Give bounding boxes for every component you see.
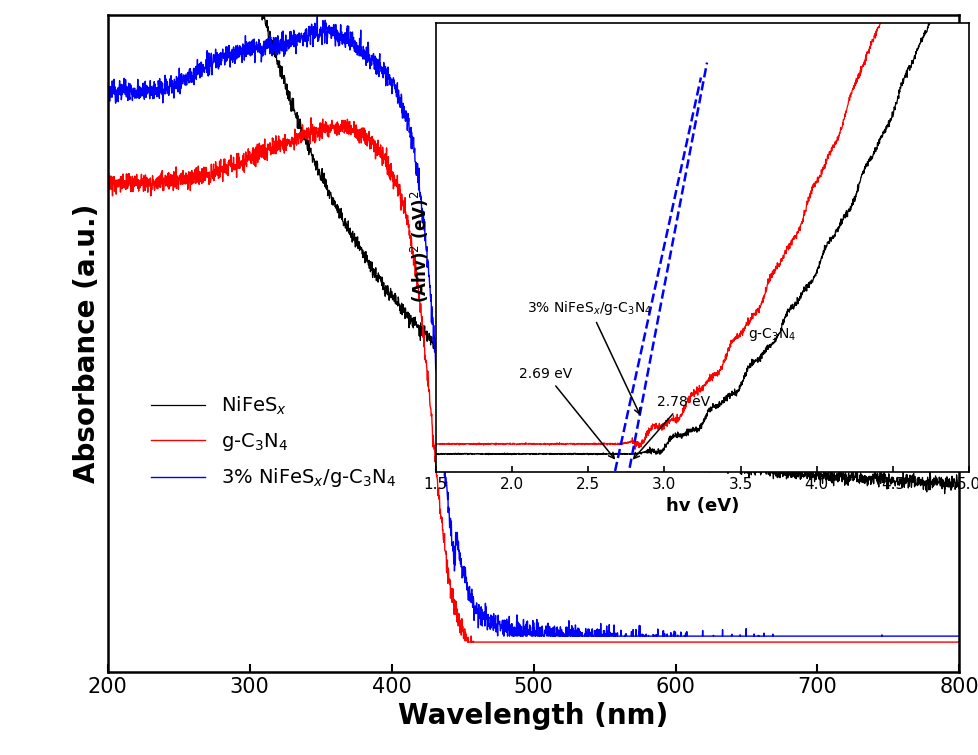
3% NiFeS$_x$/g-C$_3$N$_4$ — [498, 632, 510, 641]
Text: 3% NiFeS$_x$/g-C$_3$N$_4$: 3% NiFeS$_x$/g-C$_3$N$_4$ — [526, 299, 651, 414]
NiFeS$_x$ — [953, 479, 964, 488]
3% NiFeS$_x$/g-C$_3$N$_4$ — [936, 632, 948, 641]
Y-axis label: (Ahv)$^2$ (eV)$^2$: (Ahv)$^2$ (eV)$^2$ — [409, 191, 431, 304]
3% NiFeS$_x$/g-C$_3$N$_4$ — [953, 632, 964, 641]
3% NiFeS$_x$/g-C$_3$N$_4$ — [102, 94, 113, 103]
X-axis label: hv (eV): hv (eV) — [665, 498, 738, 516]
g-C$_3$N$_4$ — [466, 636, 477, 646]
g-C$_3$N$_4$ — [462, 637, 473, 646]
g-C$_3$N$_4$ — [249, 148, 261, 157]
3% NiFeS$_x$/g-C$_3$N$_4$ — [311, 12, 323, 21]
NiFeS$_x$ — [844, 473, 856, 482]
3% NiFeS$_x$/g-C$_3$N$_4$ — [428, 335, 440, 344]
Y-axis label: Absorbance (a.u.): Absorbance (a.u.) — [72, 204, 101, 483]
g-C$_3$N$_4$ — [936, 637, 948, 646]
Text: 2.78 eV: 2.78 eV — [633, 395, 709, 458]
g-C$_3$N$_4$ — [428, 442, 440, 451]
Legend: NiFeS$_x$, g-C$_3$N$_4$, 3% NiFeS$_x$/g-C$_3$N$_4$: NiFeS$_x$, g-C$_3$N$_4$, 3% NiFeS$_x$/g-… — [143, 387, 403, 497]
3% NiFeS$_x$/g-C$_3$N$_4$ — [845, 632, 857, 641]
X-axis label: Wavelength (nm): Wavelength (nm) — [398, 702, 668, 730]
g-C$_3$N$_4$ — [953, 637, 964, 646]
Line: g-C$_3$N$_4$: g-C$_3$N$_4$ — [108, 118, 958, 642]
NiFeS$_x$ — [938, 489, 950, 498]
3% NiFeS$_x$/g-C$_3$N$_4$ — [249, 45, 261, 54]
NiFeS$_x$ — [465, 370, 476, 379]
g-C$_3$N$_4$ — [199, 176, 210, 185]
g-C$_3$N$_4$ — [845, 637, 857, 646]
Text: g-C$_3$N$_4$: g-C$_3$N$_4$ — [747, 326, 796, 343]
3% NiFeS$_x$/g-C$_3$N$_4$ — [199, 63, 210, 72]
3% NiFeS$_x$/g-C$_3$N$_4$ — [466, 587, 477, 596]
Line: NiFeS$_x$: NiFeS$_x$ — [108, 0, 958, 494]
NiFeS$_x$ — [428, 343, 440, 352]
NiFeS$_x$ — [936, 475, 948, 484]
g-C$_3$N$_4$ — [305, 113, 317, 122]
g-C$_3$N$_4$ — [102, 187, 113, 196]
Text: 2.69 eV: 2.69 eV — [519, 367, 613, 458]
Line: 3% NiFeS$_x$/g-C$_3$N$_4$: 3% NiFeS$_x$/g-C$_3$N$_4$ — [108, 17, 958, 636]
